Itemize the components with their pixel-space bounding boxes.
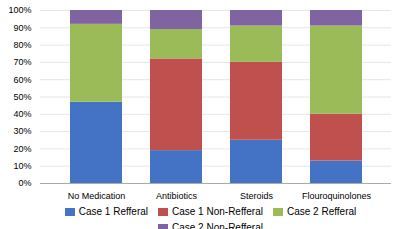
- html-text:Case 2 Refferal: Case 2 Refferal: [287, 206, 357, 217]
- svg-text:No Medication: No Medication: [68, 191, 126, 201]
- svg-text:90%: 90%: [13, 23, 31, 33]
- svg-text:100%: 100%: [8, 5, 31, 15]
- svg-text:80%: 80%: [13, 40, 31, 50]
- svg-text:30%: 30%: [13, 126, 31, 136]
- svg-text:Steroids: Steroids: [240, 191, 274, 201]
- svg-text:Antibiotics: Antibiotics: [156, 191, 198, 201]
- html-text:Case 1 Refferal: Case 1 Refferal: [78, 206, 148, 217]
- svg-text:70%: 70%: [13, 57, 31, 67]
- svg-text:50%: 50%: [13, 92, 31, 102]
- svg-text:10%: 10%: [13, 161, 31, 171]
- svg-text:Flouroquinolones: Flouroquinolones: [302, 191, 372, 201]
- svg-text:60%: 60%: [13, 75, 31, 85]
- svg-text:0%: 0%: [18, 178, 31, 188]
- svg-text:40%: 40%: [13, 109, 31, 119]
- html-text:Case 1 Non-Refferal: Case 1 Non-Refferal: [172, 206, 263, 217]
- svg-text:20%: 20%: [13, 144, 31, 154]
